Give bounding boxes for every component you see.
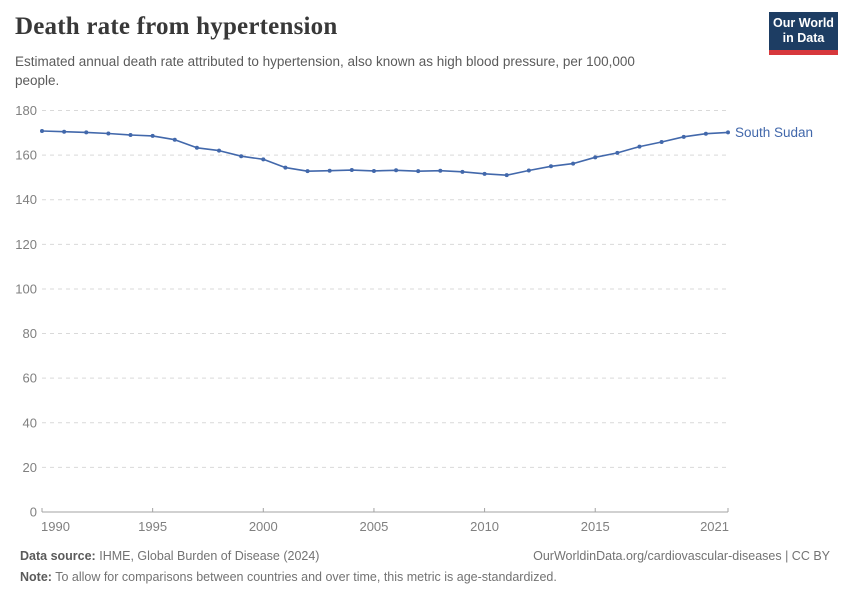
data-point[interactable]: [726, 130, 730, 135]
x-tick-label: 2010: [470, 519, 499, 534]
chart-subtitle: Estimated annual death rate attributed t…: [15, 52, 635, 90]
y-tick-label: 80: [23, 326, 37, 341]
data-point[interactable]: [637, 144, 642, 149]
series-line[interactable]: [41, 130, 729, 176]
y-tick-label: 120: [15, 237, 37, 252]
data-point[interactable]: [283, 165, 288, 170]
data-point[interactable]: [327, 168, 332, 173]
data-point[interactable]: [40, 129, 44, 134]
data-point[interactable]: [659, 139, 664, 144]
footer-link[interactable]: OurWorldinData.org/cardiovascular-diseas…: [533, 549, 830, 563]
data-source: Data source: IHME, Global Burden of Dise…: [20, 549, 320, 563]
x-tick-label: 2015: [581, 519, 610, 534]
data-point[interactable]: [526, 168, 531, 173]
y-tick-label: 40: [23, 415, 37, 430]
data-point[interactable]: [150, 133, 155, 138]
data-point[interactable]: [349, 168, 354, 173]
data-point[interactable]: [615, 150, 620, 155]
owid-logo-stripe: [769, 50, 838, 55]
y-tick-label: 20: [23, 460, 37, 475]
data-point[interactable]: [194, 145, 199, 150]
data-point[interactable]: [548, 164, 553, 169]
data-point[interactable]: [128, 133, 133, 138]
data-point[interactable]: [416, 169, 421, 174]
y-tick-label: 180: [15, 103, 37, 118]
data-point[interactable]: [394, 168, 399, 173]
data-point[interactable]: [681, 134, 686, 139]
x-tick-label: 2005: [359, 519, 388, 534]
owid-logo-text: Our World in Data: [769, 12, 838, 50]
chart-footer: Data source: IHME, Global Burden of Dise…: [20, 546, 830, 588]
y-tick-label: 60: [23, 371, 37, 386]
x-tick-label: 2021: [700, 519, 729, 534]
data-point[interactable]: [305, 169, 310, 174]
data-point[interactable]: [703, 131, 708, 136]
data-point[interactable]: [460, 169, 465, 174]
data-point[interactable]: [106, 131, 111, 136]
y-tick-label: 100: [15, 281, 37, 296]
chart-subtitle-line2: people.: [15, 73, 60, 88]
data-point[interactable]: [371, 168, 376, 173]
series-label[interactable]: South Sudan: [735, 125, 813, 140]
data-point[interactable]: [593, 155, 598, 160]
data-point[interactable]: [239, 154, 244, 159]
page-title: Death rate from hypertension: [15, 13, 338, 40]
y-tick-label: 140: [15, 192, 37, 207]
y-tick-label: 160: [15, 148, 37, 163]
chart-subtitle-line1: Estimated annual death rate attributed t…: [15, 54, 635, 69]
data-point[interactable]: [482, 171, 487, 176]
data-point[interactable]: [172, 137, 177, 142]
x-tick-label: 1995: [138, 519, 167, 534]
data-point[interactable]: [504, 173, 509, 178]
data-point[interactable]: [438, 168, 443, 173]
y-tick-label: 0: [30, 505, 37, 520]
data-point[interactable]: [62, 129, 67, 134]
data-point[interactable]: [217, 148, 222, 153]
x-tick-label: 2000: [249, 519, 278, 534]
data-point[interactable]: [571, 161, 576, 166]
x-tick-label: 1990: [41, 519, 70, 534]
footer-note: Note: To allow for comparisons between c…: [20, 570, 557, 584]
data-point[interactable]: [84, 130, 89, 135]
owid-logo: Our World in Data: [769, 12, 838, 55]
data-point[interactable]: [261, 157, 266, 162]
